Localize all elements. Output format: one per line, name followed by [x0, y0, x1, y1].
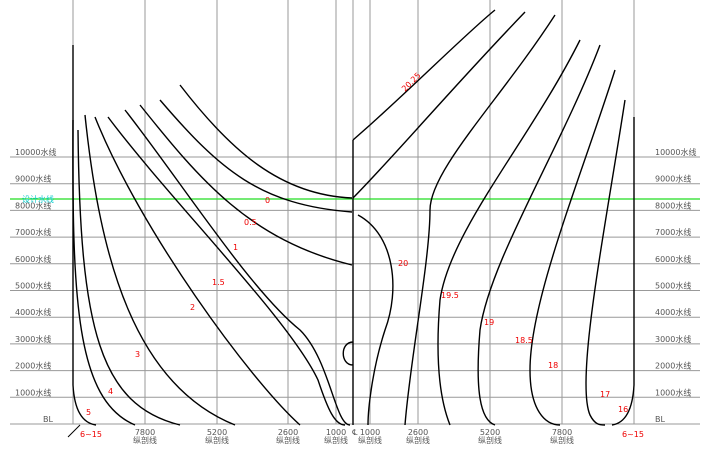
station-label: 19.5 [441, 291, 459, 300]
waterline-label: 2000水线 [15, 361, 51, 371]
waterline-label: 8000水线 [15, 200, 51, 210]
buttock-label: 2600 [278, 428, 298, 437]
buttock-label: 1000 [326, 428, 346, 437]
baseline-label: BL [655, 415, 665, 424]
station-label: 20.25 [400, 71, 423, 94]
leader [67, 424, 81, 438]
hull-section [477, 44, 601, 426]
centerline-label: ℄ [352, 428, 358, 437]
hull-section [352, 11, 526, 199]
buttock-label: 5200 [480, 428, 500, 437]
hull-section [352, 9, 496, 141]
hull-section [529, 69, 616, 426]
waterline-label: 1000水线 [655, 387, 691, 397]
waterline-label: 8000水线 [655, 200, 691, 210]
station-label: 0.5 [244, 218, 257, 227]
hull-sections [72, 9, 635, 426]
waterline-label: 3000水线 [655, 334, 691, 344]
waterline-label: 5000水线 [655, 281, 691, 291]
hull-section [357, 214, 394, 426]
waterline-label: 9000水线 [15, 174, 51, 184]
waterline-label: 10000水线 [15, 147, 56, 157]
hull-section [179, 84, 353, 199]
hull-section [124, 109, 351, 426]
labels: 10000水线 10000水线 9000水线 9000水线 8000水线 8000水线 70… [15, 71, 696, 445]
waterline-label: 10000水线 [655, 147, 696, 157]
station-label: 19 [484, 318, 494, 327]
station-label: 3 [135, 350, 140, 359]
buttock-label: 5200 [207, 428, 227, 437]
waterline-label: 7000水线 [655, 227, 691, 237]
hull-section [94, 116, 301, 426]
hull-section [77, 129, 181, 426]
waterline-label: 6000水线 [655, 254, 691, 264]
station-label: 6~15 [80, 430, 102, 439]
hull-section [84, 114, 236, 426]
hull-section [72, 119, 136, 426]
hull-section [107, 116, 346, 426]
grid [10, 0, 700, 425]
buttock-caption: 纵剖线 [205, 435, 229, 445]
hull-section [611, 117, 635, 426]
design-waterline-label: 设计水线 [22, 194, 54, 204]
station-label: 2 [190, 303, 195, 312]
baseline-label: BL [43, 415, 53, 424]
station-label: 1 [233, 243, 238, 252]
hull-section [159, 99, 353, 213]
station-label: 18 [548, 361, 558, 370]
buttock-caption: 纵剖线 [358, 435, 382, 445]
station-label: 0 [265, 196, 270, 205]
station-label: 4 [108, 387, 113, 396]
hull-section [404, 14, 556, 426]
hull-section [72, 45, 97, 426]
waterline-label: 4000水线 [655, 307, 691, 317]
buttock-label: 7800 [135, 428, 155, 437]
waterline-label: 5000水线 [15, 281, 51, 291]
buttock-caption: 纵剖线 [133, 435, 157, 445]
hull-section [585, 99, 626, 426]
station-label: 18.5 [515, 336, 533, 345]
buttock-caption: 纵剖线 [406, 435, 430, 445]
waterline-label: 3000水线 [15, 334, 51, 344]
station-label: 5 [86, 408, 91, 417]
buttock-label: 2600 [408, 428, 428, 437]
waterline-label: 4000水线 [15, 307, 51, 317]
buttock-caption: 纵剖线 [550, 435, 574, 445]
buttock-caption: 纵剖线 [324, 435, 348, 445]
station-label: 1.5 [212, 278, 225, 287]
waterline-label: 7000水线 [15, 227, 51, 237]
station-label: 16 [618, 405, 628, 414]
hull-section [139, 104, 353, 266]
buttock-label: 1000 [360, 428, 380, 437]
station-label: 6~15 [622, 430, 644, 439]
buttock-caption: 纵剖线 [276, 435, 300, 445]
waterline-label: 1000水线 [15, 387, 51, 397]
hull-section [437, 39, 581, 426]
buttock-label: 7800 [552, 428, 572, 437]
waterline-label: 6000水线 [15, 254, 51, 264]
station-label: 17 [600, 390, 610, 399]
centerline [342, 140, 354, 425]
station-label: 20 [398, 259, 408, 268]
waterline-label: 2000水线 [655, 361, 691, 371]
waterline-label: 9000水线 [655, 174, 691, 184]
buttock-caption: 纵剖线 [478, 435, 502, 445]
